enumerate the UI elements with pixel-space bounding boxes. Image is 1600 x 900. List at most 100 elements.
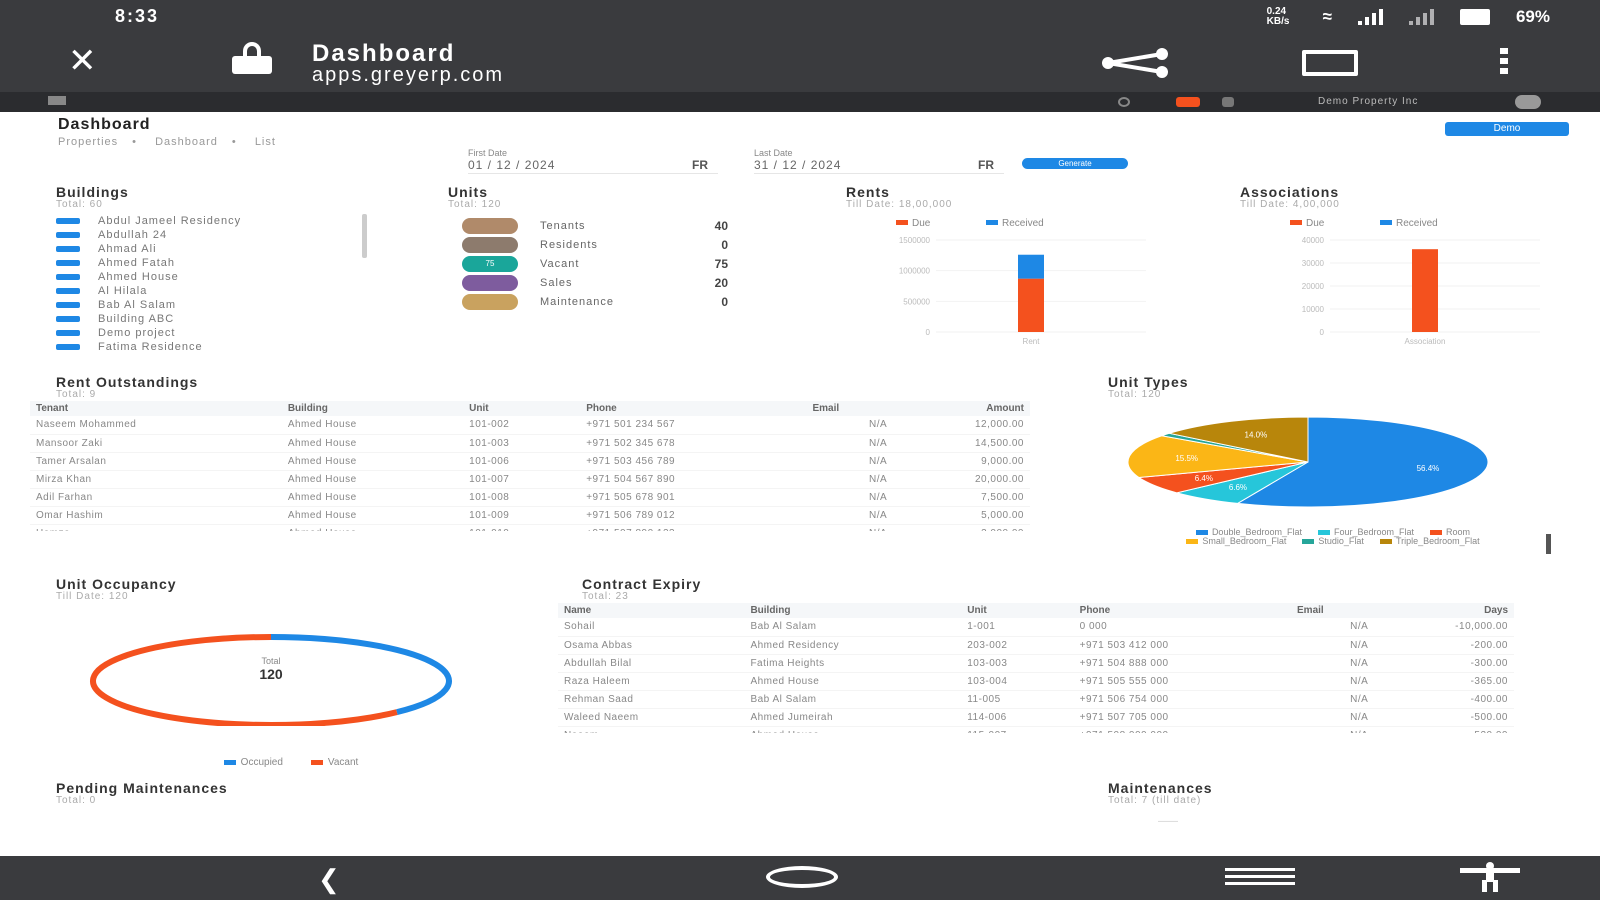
pie-slice[interactable] <box>1235 416 1489 508</box>
signal-2-icon <box>1408 9 1434 25</box>
bar-received[interactable] <box>1018 254 1044 279</box>
column-header[interactable]: Amount <box>893 401 1030 416</box>
legend-label: Due <box>1306 218 1325 229</box>
building-item[interactable]: Abdullah 24 <box>56 228 376 242</box>
scrollbar[interactable] <box>1546 534 1551 554</box>
search-icon[interactable] <box>1118 97 1130 107</box>
first-date-field[interactable]: First Date 01 / 12 / 2024 FR <box>468 148 718 174</box>
unit-occupancy-legend: Occupied Vacant <box>166 752 416 770</box>
building-item[interactable]: Bab Al Salam <box>56 298 376 312</box>
hamburger-icon[interactable] <box>48 99 66 102</box>
contract-expiry-table: Name Building Unit Phone Email Days Sohail Bab… <box>558 603 1514 733</box>
bar-due[interactable] <box>1018 278 1044 332</box>
legend-item[interactable]: Four_Bedroom_Flat <box>1318 528 1414 537</box>
legend-item[interactable]: Room <box>1430 528 1470 537</box>
column-header[interactable]: Phone <box>1073 603 1292 618</box>
unit-stat-row[interactable]: Residents 0 <box>462 235 752 254</box>
building-item[interactable]: Fatima Residence <box>56 340 376 354</box>
legend-item[interactable]: Occupied <box>223 757 283 768</box>
more-menu-icon[interactable] <box>1500 48 1508 78</box>
demo-button[interactable]: Demo <box>1445 122 1569 136</box>
generate-button[interactable]: Generate <box>1022 158 1128 169</box>
first-date-value[interactable]: 01 / 12 / 2024 <box>468 158 556 172</box>
table-row[interactable]: Adil Farhan Ahmed House 101-008 +971 505 67… <box>30 488 1030 507</box>
building-item[interactable]: Ahmad Ali <box>56 242 376 256</box>
column-header[interactable]: Building <box>281 401 464 416</box>
last-date-value[interactable]: 31 / 12 / 2024 <box>754 158 842 172</box>
column-header[interactable]: Unit <box>463 401 581 416</box>
breadcrumb-item[interactable]: Dashboard <box>155 136 218 148</box>
legend-item[interactable]: Triple_Bedroom_Flat <box>1379 536 1480 546</box>
column-header[interactable]: Email <box>806 401 894 416</box>
table-row[interactable]: Mansoor Zaki Ahmed House 101-003 +971 502 3… <box>30 434 1030 453</box>
scrollbar[interactable] <box>362 214 367 258</box>
company-name[interactable]: Demo Property Inc <box>1318 96 1419 107</box>
building-item[interactable]: Ahmed House <box>56 270 376 284</box>
column-header[interactable]: Email <box>1291 603 1375 618</box>
legend-item[interactable]: Vacant <box>310 757 358 768</box>
avatar[interactable] <box>1515 95 1541 109</box>
legend-item[interactable]: Double_Bedroom_Flat <box>1195 528 1302 537</box>
home-icon[interactable] <box>766 866 838 888</box>
column-header[interactable]: Name <box>558 603 745 618</box>
column-header[interactable]: Days <box>1374 603 1514 618</box>
column-header[interactable]: Unit <box>961 603 1074 618</box>
table-row[interactable]: Rehman Saad Bab Al Salam 11-005 +971 506 75… <box>558 690 1514 709</box>
legend-label: Triple_Bedroom_Flat <box>1395 536 1480 546</box>
back-icon[interactable]: ❮ <box>318 864 340 894</box>
building-item[interactable]: Al Hilala <box>56 284 376 298</box>
unit-stat-row[interactable]: Tenants 40 <box>462 216 752 235</box>
table-row[interactable]: Sohail Bab Al Salam 1-001 0 000 N/A -10,000.0… <box>558 618 1514 637</box>
table-row[interactable]: Osama Abbas Ahmed Residency 203-002 +971 50… <box>558 636 1514 655</box>
unit-stat-row[interactable]: Maintenance 0 <box>462 292 752 311</box>
breadcrumb-item[interactable]: Properties <box>58 136 119 148</box>
unit-stat-label: Vacant <box>540 257 580 270</box>
legend-item[interactable]: Small_Bedroom_Flat <box>1186 537 1286 546</box>
empty-state: —— <box>1158 816 1178 827</box>
calendar-icon[interactable]: FR <box>692 158 708 172</box>
calendar-icon[interactable]: FR <box>978 158 994 172</box>
legend-item[interactable]: Studio_Flat <box>1302 537 1364 546</box>
table-cell: +971 503 456 789 <box>580 452 807 471</box>
table-row[interactable]: Tamer Arsalan Ahmed House 101-006 +971 503 … <box>30 452 1030 471</box>
browser-url[interactable]: apps.greyerp.com <box>312 64 505 86</box>
donut-segment[interactable] <box>270 634 452 716</box>
table-cell: Ahmed Residency <box>744 636 962 655</box>
notification-icon[interactable] <box>1176 97 1200 107</box>
table-row[interactable]: Naseem Mohammed Ahmed House 101-002 +971 50… <box>30 416 1030 435</box>
legend-label: Small_Bedroom_Flat <box>1202 536 1287 546</box>
column-header[interactable]: Tenant <box>30 401 282 416</box>
table-row[interactable]: Abdullah Bilal Fatima Heights 103-003 +971 … <box>558 654 1514 673</box>
rent-outstanding-card: Rent Outstandings Total: 9 Tenant Buildin… <box>30 374 1030 534</box>
accessibility-icon[interactable] <box>1460 862 1520 892</box>
bookmark-icon[interactable] <box>1302 50 1358 76</box>
building-name: Abdul Jameel Residency <box>98 215 242 227</box>
pie-slice[interactable] <box>1127 435 1309 479</box>
table-row[interactable]: Raza Haleem Ahmed House 103-004 +971 505 55… <box>558 672 1514 691</box>
recent-apps-icon[interactable] <box>1225 868 1295 889</box>
table-row[interactable]: Omar Hashim Ahmed House 101-009 +971 506 78… <box>30 506 1030 525</box>
column-header[interactable]: Building <box>744 603 962 618</box>
table-cell: +971 505 678 901 <box>580 488 807 507</box>
building-item[interactable]: Demo project <box>56 326 376 340</box>
bar-due[interactable] <box>1412 249 1438 332</box>
building-item[interactable]: Abdul Jameel Residency <box>56 214 376 228</box>
table-row[interactable]: Waleed Naeem Ahmed Jumeirah 114-006 +971 50… <box>558 708 1514 727</box>
pie-slice[interactable] <box>1169 416 1309 463</box>
building-item[interactable]: Ahmed Fatah <box>56 256 376 270</box>
apps-icon[interactable] <box>1222 97 1234 107</box>
column-header[interactable]: Phone <box>580 401 807 416</box>
table-row[interactable]: Mirza Khan Ahmed House 101-007 +971 504 567… <box>30 470 1030 489</box>
share-icon[interactable] <box>1100 48 1174 78</box>
unit-stat-row[interactable]: Sales 20 <box>462 273 752 292</box>
donut-segment[interactable] <box>90 634 398 726</box>
close-icon[interactable]: ✕ <box>68 42 97 80</box>
lock-icon[interactable] <box>232 42 272 76</box>
browser-page-title: Dashboard <box>312 40 456 67</box>
last-date-field[interactable]: Last Date 31 / 12 / 2024 FR <box>754 148 1004 174</box>
building-item[interactable]: Building ABC <box>56 312 376 326</box>
unit-stat-row[interactable]: 75 Vacant 75 <box>462 254 752 273</box>
battery-percent: 69% <box>1515 7 1550 26</box>
